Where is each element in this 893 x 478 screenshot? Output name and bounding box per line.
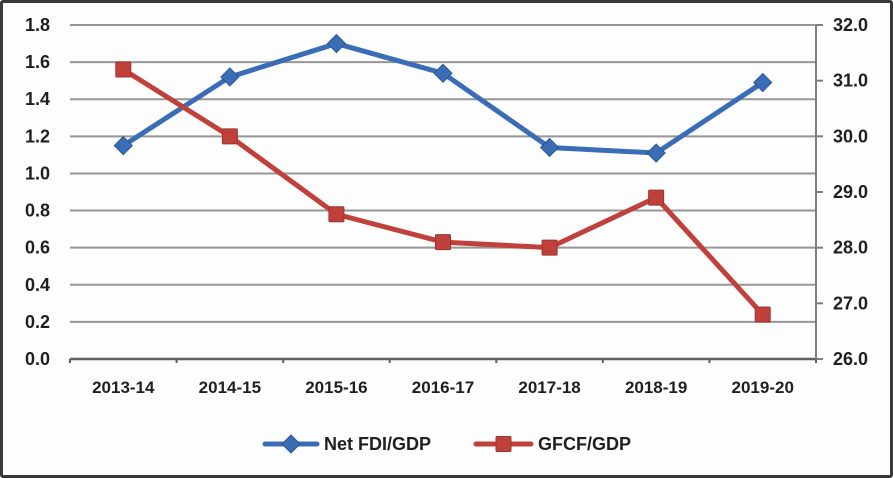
- x-axis-category-label: 2018-19: [625, 378, 687, 397]
- right-axis-tick-label: 32.0: [833, 15, 868, 35]
- left-axis-tick-label: 0.8: [25, 201, 50, 221]
- square-marker: [541, 239, 558, 256]
- left-axis-tick-label: 1.6: [25, 52, 50, 72]
- left-axis-tick-label: 1.2: [25, 126, 50, 146]
- square-marker: [221, 128, 238, 145]
- square-marker: [328, 206, 345, 223]
- legend-label: GFCF/GDP: [538, 434, 631, 454]
- right-axis-tick-label: 27.0: [833, 293, 868, 313]
- diamond-marker: [220, 67, 240, 87]
- left-axis-tick-label: 1.0: [25, 163, 50, 183]
- legend-diamond-icon: [281, 434, 301, 454]
- square-marker: [115, 61, 132, 78]
- right-axis-tick-label: 30.0: [833, 126, 868, 146]
- x-axis-category-label: 2017-18: [518, 378, 580, 397]
- dual-axis-line-chart: 1.8 1.6 1.4 1.2 1.0 0.8 0.6 0.4 0.2 0.0 32.0 31.0 30…: [25, 15, 868, 454]
- x-axis-category-label: 2019-20: [732, 378, 794, 397]
- x-axis-category-label: 2016-17: [412, 378, 474, 397]
- diamond-marker: [646, 143, 666, 163]
- diamond-marker: [326, 33, 347, 54]
- right-axis-tick-label: 26.0: [833, 349, 868, 369]
- diamond-marker: [539, 137, 560, 158]
- series-line-gfcf: [120, 67, 766, 317]
- left-axis-tick-label: 1.4: [25, 89, 50, 109]
- square-marker: [435, 234, 451, 251]
- left-axis-tick-label: 0.4: [25, 275, 50, 295]
- diamond-marker: [753, 72, 773, 93]
- x-axis-category-label: 2013-14: [92, 378, 155, 397]
- square-marker: [754, 306, 771, 323]
- right-axis-tick-label: 31.0: [833, 71, 868, 91]
- legend-label: Net FDI/GDP: [324, 434, 431, 454]
- diamond-marker: [113, 135, 133, 156]
- right-axis-tick-label: 29.0: [833, 182, 868, 202]
- legend-square-icon: [495, 436, 512, 452]
- left-axis-tick-label: 1.8: [25, 15, 50, 35]
- x-axis-category-label: 2014-15: [199, 378, 261, 397]
- left-axis-tick-label: 0.0: [25, 349, 50, 369]
- square-marker: [648, 189, 665, 206]
- right-axis-tick-label: 28.0: [833, 238, 868, 258]
- left-axis-tick-label: 0.6: [25, 238, 50, 258]
- left-axis-tick-label: 0.2: [25, 312, 50, 332]
- x-axis-category-label: 2015-16: [305, 378, 367, 397]
- diamond-marker: [433, 63, 453, 83]
